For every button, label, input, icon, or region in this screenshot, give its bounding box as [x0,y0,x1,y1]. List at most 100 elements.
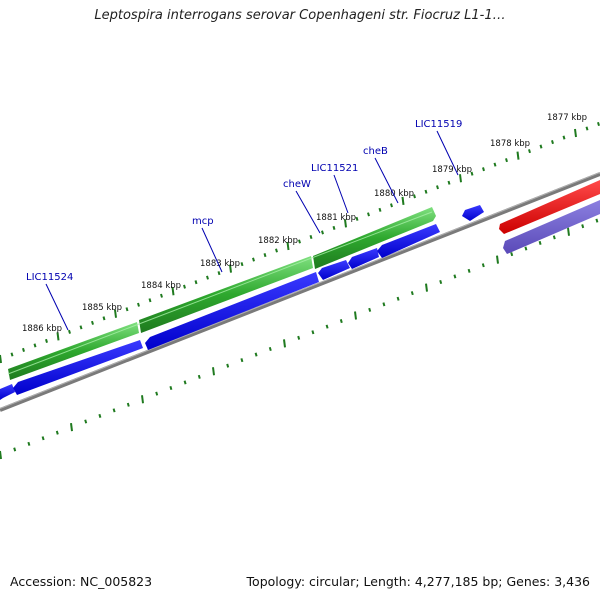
minor-tick [298,239,301,244]
minor-tick [581,224,585,229]
minor-tick [13,447,17,452]
gene-label-leader [45,283,69,331]
major-tick [516,151,520,160]
minor-tick [325,324,329,329]
gene-label[interactable]: cheW [283,179,311,190]
topology-value: circular [309,574,356,589]
inner-tick-ring [0,218,599,460]
length-label: Length: [363,574,411,589]
minor-tick [102,316,106,321]
minor-tick [126,402,130,407]
genes-label: Genes: [506,574,551,589]
minor-tick [355,216,359,221]
gene-rev-7[interactable] [462,205,484,221]
major-tick [70,422,73,432]
minor-tick [413,194,416,199]
minor-tick [528,149,531,154]
gene-rev-4[interactable] [318,260,350,280]
gene-track-highlight [7,211,433,375]
outer-tick-ring [0,121,600,364]
minor-tick [510,252,514,257]
minor-tick [453,274,457,279]
major-tick [114,309,117,318]
gene-label-leader [436,130,459,176]
major-tick [141,395,144,404]
minor-tick [470,171,474,176]
minor-tick [410,291,414,296]
minor-tick [183,380,187,385]
minor-tick [597,121,600,127]
minor-tick [197,374,201,379]
gene-label[interactable]: cheB [363,146,388,157]
major-tick [344,219,347,228]
minor-tick [27,441,31,446]
minor-tick [311,330,315,335]
minor-tick [382,302,386,307]
minor-tick [493,162,497,167]
minor-tick [436,185,439,190]
gene-label-leader [374,157,399,204]
minor-tick [367,212,370,217]
gene-label[interactable]: mcp [192,216,214,227]
minor-tick [482,167,485,172]
minor-tick [68,329,71,334]
gene-label[interactable]: LIC11524 [26,272,73,283]
gene-rev-2[interactable] [13,340,143,395]
minor-tick [240,358,244,363]
kbp-label: 1882 kbp [258,236,298,246]
gene-rev-6[interactable] [377,224,440,258]
minor-tick [79,325,83,330]
minor-tick [268,346,272,351]
minor-tick [321,230,324,235]
minor-tick [390,203,393,208]
major-tick [286,241,290,251]
minor-tick [552,235,556,240]
gene-rev-3[interactable] [145,272,319,350]
minor-tick [240,262,244,267]
minor-tick [378,207,382,212]
major-tick [0,450,2,460]
minor-tick [309,234,313,239]
minor-tick [467,268,471,273]
major-tick [459,174,462,183]
kbp-label: 1879 kbp [432,165,472,175]
major-tick [425,283,428,292]
minor-tick [332,225,336,230]
gene-label[interactable]: LIC11519 [415,119,462,130]
kbp-scale-labels: 1886 kbp 1885 kbp 1884 kbp 1883 kbp 1882 kbp… [22,113,587,334]
kbp-label: 1886 kbp [22,324,62,334]
minor-tick [148,298,152,303]
major-tick [401,196,405,205]
reverse-gene-track [0,205,484,400]
minor-tick [10,352,14,357]
minor-tick [585,126,589,131]
kbp-label: 1885 kbp [82,303,122,313]
minor-tick [169,386,173,391]
gene-label[interactable]: LIC11521 [311,163,358,174]
minor-tick [439,279,443,285]
minor-tick [339,319,343,324]
minor-tick [297,335,301,340]
minor-tick [91,320,94,325]
minor-tick [275,248,278,253]
length-value: 4,277,185 bp [414,574,499,589]
gene-mcp[interactable] [139,256,313,333]
other-feature[interactable] [503,200,600,254]
major-tick [567,227,570,236]
minor-tick [481,263,485,268]
major-tick [229,264,232,273]
gene-rev-1[interactable] [0,384,15,400]
minor-tick [155,391,159,396]
minor-tick [22,347,25,352]
gene-rev-5[interactable] [348,248,379,269]
accession-footer: Accession: NC_005823 [10,574,152,589]
major-tick [496,255,499,264]
major-tick [283,339,286,348]
trna-feature[interactable] [499,180,600,234]
genome-backbone-highlight [0,172,600,409]
kbp-label: 1877 kbp [547,113,587,123]
kbp-label: 1884 kbp [141,281,181,291]
